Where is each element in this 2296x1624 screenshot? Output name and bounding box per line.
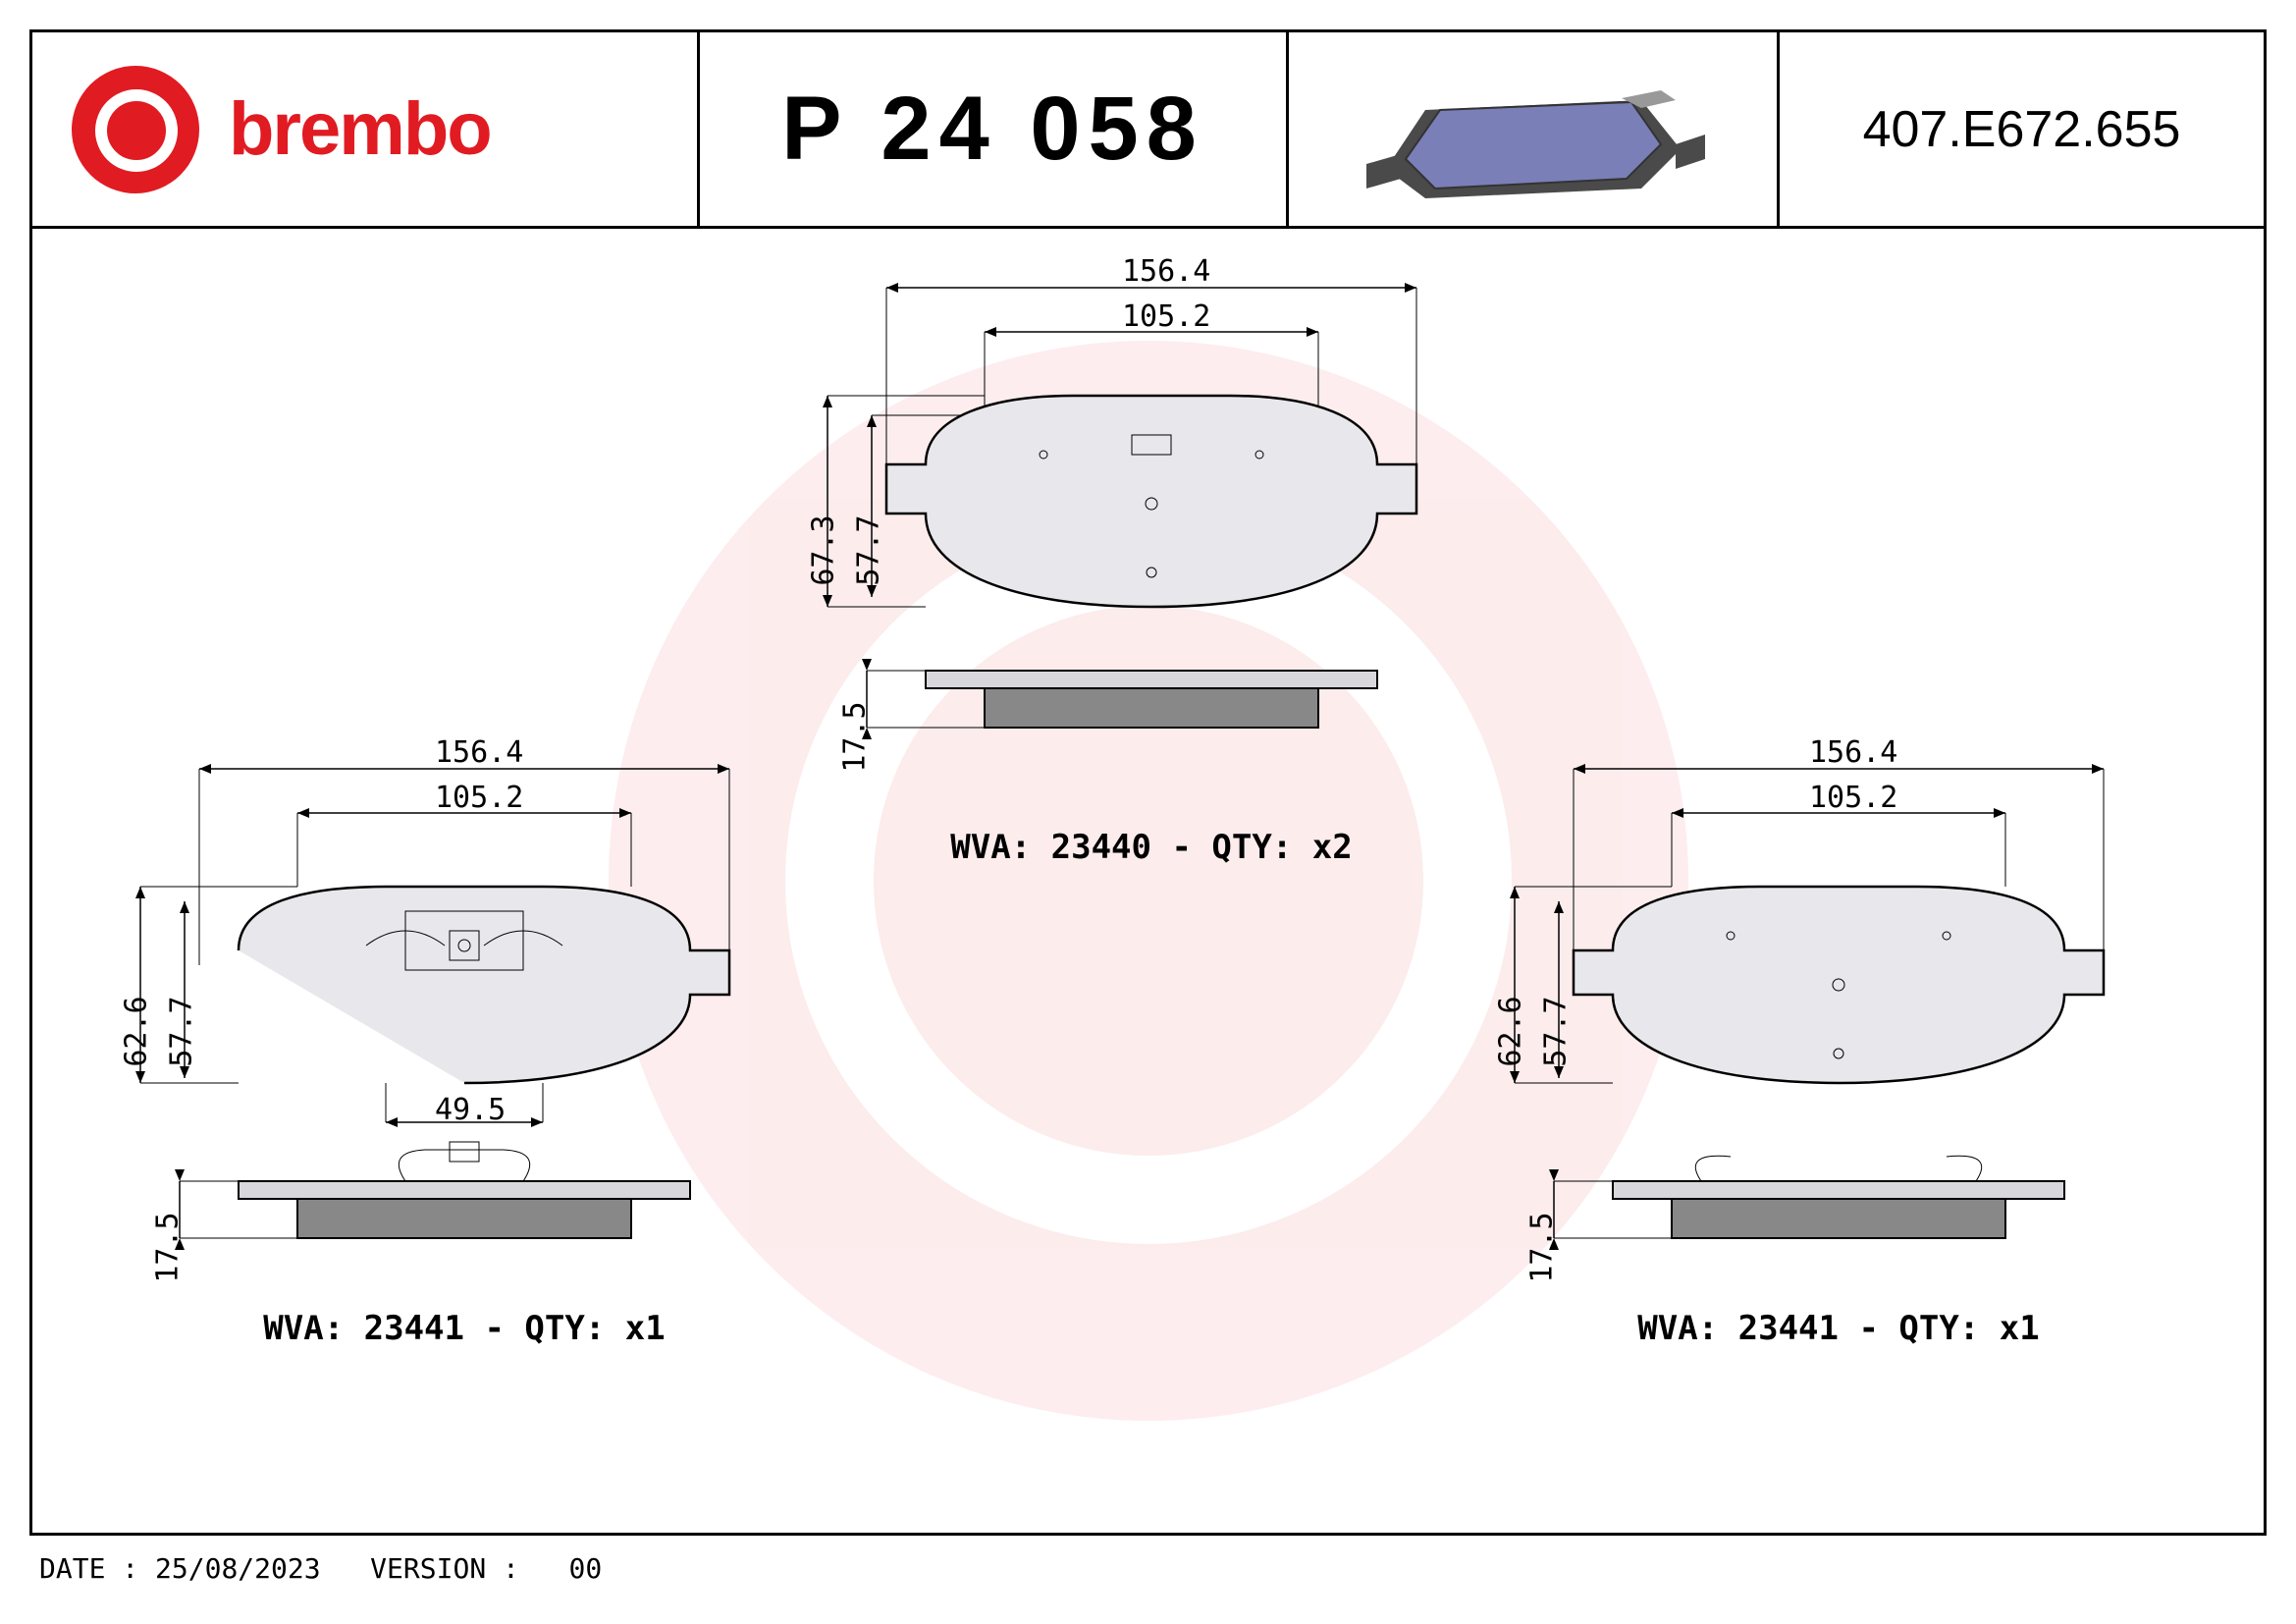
- dim-left-width-outer: 156.4: [435, 735, 523, 770]
- render-cell: [1289, 32, 1780, 226]
- pad-right-caption: WVA: 23441 - QTY: x1: [1485, 1309, 2192, 1348]
- wva-right: 23441: [1738, 1309, 1839, 1348]
- dim-right-height-inner: 57.7: [1539, 996, 1574, 1066]
- footer: DATE : 25/08/2023 VERSION : 00: [39, 1552, 602, 1585]
- pad-3d-render-icon: [1347, 51, 1720, 208]
- dim-top-thickness: 17.5: [838, 701, 873, 772]
- dim-top-width-inner: 105.2: [1122, 299, 1210, 334]
- title-block: brembo P 24 058 407.E672.655: [32, 32, 2264, 229]
- footer-date: 25/08/2023: [155, 1552, 321, 1585]
- dim-top-width-outer: 156.4: [1122, 254, 1210, 289]
- pad-drawing-right: 156.4 105.2 62.6 57.7 17.5 WVA: 23441 - …: [1485, 739, 2192, 1348]
- pad-drawing-left: 156.4 105.2 62.6 57.7 49.5 17.5 WVA: 234…: [111, 739, 818, 1348]
- dim-right-thickness: 17.5: [1525, 1212, 1560, 1282]
- footer-version-label: VERSION :: [370, 1552, 519, 1585]
- drawing-frame: brembo P 24 058 407.E672.655: [29, 29, 2267, 1536]
- dim-top-height-inner: 57.7: [852, 514, 886, 585]
- dim-left-clip-width: 49.5: [435, 1093, 506, 1127]
- qty-left: x1: [625, 1309, 666, 1348]
- brand-cell: brembo: [32, 32, 700, 226]
- footer-version: 00: [568, 1552, 602, 1585]
- dim-right-width-inner: 105.2: [1809, 781, 1897, 815]
- part-number-cell: P 24 058: [700, 32, 1289, 226]
- wva-left: 23441: [364, 1309, 464, 1348]
- qty-right: x1: [2000, 1309, 2040, 1348]
- dim-right-height-outer: 62.6: [1494, 996, 1528, 1066]
- dim-right-width-outer: 156.4: [1809, 735, 1897, 770]
- pad-left-caption: WVA: 23441 - QTY: x1: [111, 1309, 818, 1348]
- brembo-logo-icon: [72, 66, 199, 193]
- dim-left-height-inner: 57.7: [165, 996, 199, 1066]
- dim-left-height-outer: 62.6: [120, 996, 154, 1066]
- dim-left-thickness: 17.5: [151, 1212, 186, 1282]
- drawing-body: 156.4 105.2 67.3 57.7 17.5 WVA: 23440 - …: [32, 229, 2264, 1533]
- dim-left-width-inner: 105.2: [435, 781, 523, 815]
- part-number: P 24 058: [781, 78, 1204, 181]
- doc-code-cell: 407.E672.655: [1780, 32, 2264, 226]
- wva-top: 23440: [1051, 828, 1151, 867]
- pad-top-caption: WVA: 23440 - QTY: x2: [798, 828, 1505, 867]
- document-code: 407.E672.655: [1863, 100, 2181, 159]
- brand-name: brembo: [229, 86, 491, 172]
- qty-top: x2: [1312, 828, 1353, 867]
- footer-date-label: DATE :: [39, 1552, 138, 1585]
- dim-top-height-outer: 67.3: [807, 514, 841, 585]
- pad-drawing-top: 156.4 105.2 67.3 57.7 17.5 WVA: 23440 - …: [798, 258, 1505, 867]
